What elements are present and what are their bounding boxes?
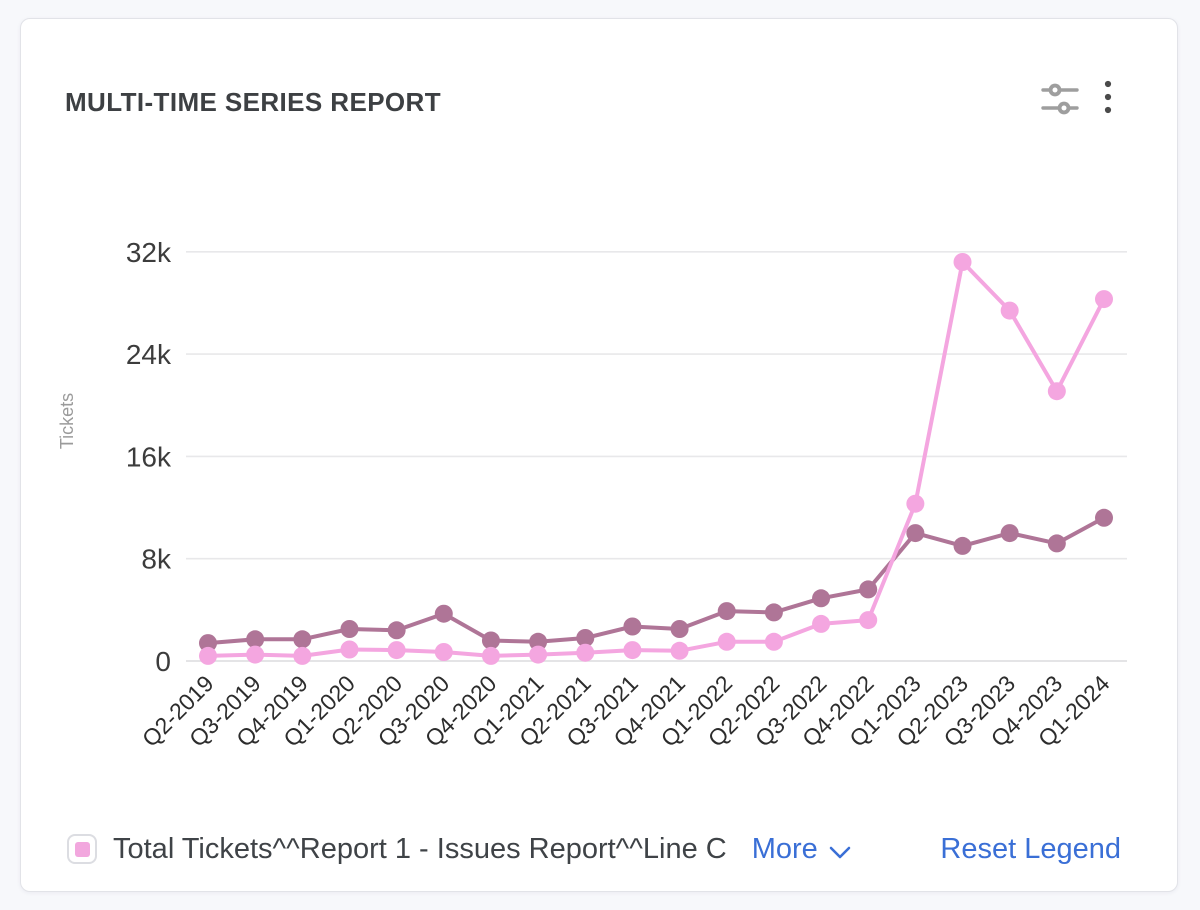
data-point[interactable] [859, 580, 878, 599]
data-point[interactable] [576, 643, 595, 662]
legend-series-toggle[interactable] [67, 834, 97, 864]
sliders-icon [1041, 83, 1079, 121]
data-point[interactable] [1095, 290, 1113, 309]
y-tick-label: 0 [155, 646, 171, 677]
legend-swatch-color [74, 841, 90, 857]
legend-more-button[interactable]: More [752, 833, 851, 866]
kebab-menu-icon [1094, 80, 1118, 121]
data-point[interactable] [812, 589, 831, 608]
series-line-1 [206, 260, 1106, 658]
data-point[interactable] [293, 630, 312, 649]
y-axis-label: Tickets [57, 393, 77, 449]
data-point[interactable] [434, 604, 453, 623]
more-options-menu-button[interactable] [1090, 70, 1122, 122]
data-point[interactable] [434, 643, 453, 661]
data-point[interactable] [906, 524, 925, 543]
y-tick-label: 32k [126, 237, 172, 268]
legend: Total Tickets^^Report 1 - Issues Report^… [67, 829, 1121, 869]
data-point[interactable] [340, 640, 359, 659]
chevron-down-icon [829, 835, 851, 868]
data-point[interactable] [717, 632, 736, 651]
data-point[interactable] [1000, 301, 1019, 320]
data-point[interactable] [670, 620, 689, 638]
data-point[interactable] [529, 632, 548, 651]
data-point[interactable] [764, 632, 783, 651]
data-point[interactable] [1000, 524, 1019, 543]
data-point[interactable] [623, 617, 642, 636]
reset-legend-button[interactable]: Reset Legend [940, 833, 1121, 866]
data-point[interactable] [1047, 382, 1066, 401]
data-point[interactable] [481, 646, 500, 665]
data-point[interactable] [246, 630, 265, 649]
y-tick-label: 8k [141, 544, 172, 575]
data-point[interactable] [481, 631, 500, 650]
data-point[interactable] [199, 634, 217, 653]
data-point[interactable] [906, 494, 925, 513]
legend-series-label: Total Tickets^^Report 1 - Issues Report^… [113, 832, 727, 865]
data-point[interactable] [953, 253, 972, 271]
data-point[interactable] [670, 641, 689, 660]
data-point[interactable] [953, 536, 972, 555]
data-point[interactable] [717, 602, 736, 621]
data-point[interactable] [623, 641, 642, 660]
data-point[interactable] [387, 621, 406, 640]
chart-settings-button[interactable] [1037, 74, 1083, 122]
report-title: MULTI-TIME SERIES REPORT [65, 87, 442, 117]
y-tick-label: 24k [126, 339, 172, 370]
data-point[interactable] [340, 620, 359, 638]
data-point[interactable] [387, 641, 406, 660]
y-tick-label: 16k [126, 441, 172, 472]
data-point[interactable] [812, 614, 831, 633]
data-point[interactable] [1095, 508, 1113, 527]
data-point[interactable] [1047, 534, 1066, 553]
line-chart: 08k16k24k32kTicketsQ2-2019Q3-2019Q4-2019… [57, 237, 1127, 752]
legend-more-label: More [751, 832, 818, 865]
report-card: MULTI-TIME SERIES REPORT [20, 18, 1178, 892]
data-point[interactable] [529, 645, 548, 664]
data-point[interactable] [293, 646, 312, 665]
data-point[interactable] [764, 603, 783, 622]
data-point[interactable] [246, 645, 265, 664]
data-point[interactable] [199, 646, 217, 665]
data-point[interactable] [859, 611, 878, 630]
data-point[interactable] [576, 629, 595, 647]
reset-legend-label: Reset Legend [940, 832, 1121, 865]
